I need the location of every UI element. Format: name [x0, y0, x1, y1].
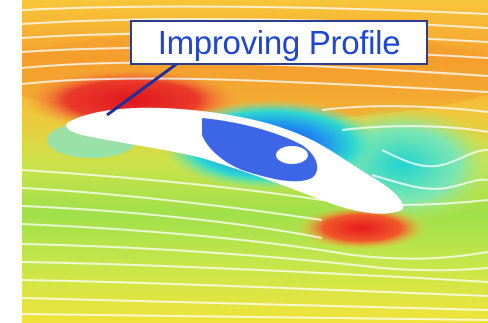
separation-bubble — [202, 118, 318, 182]
improving-profile-label: Improving Profile — [130, 20, 428, 65]
pressure-peak-region — [297, 206, 427, 250]
annotation-label-text: Improving Profile — [157, 24, 401, 61]
annotation-leader-line — [106, 58, 183, 117]
vortex-core — [276, 146, 308, 164]
